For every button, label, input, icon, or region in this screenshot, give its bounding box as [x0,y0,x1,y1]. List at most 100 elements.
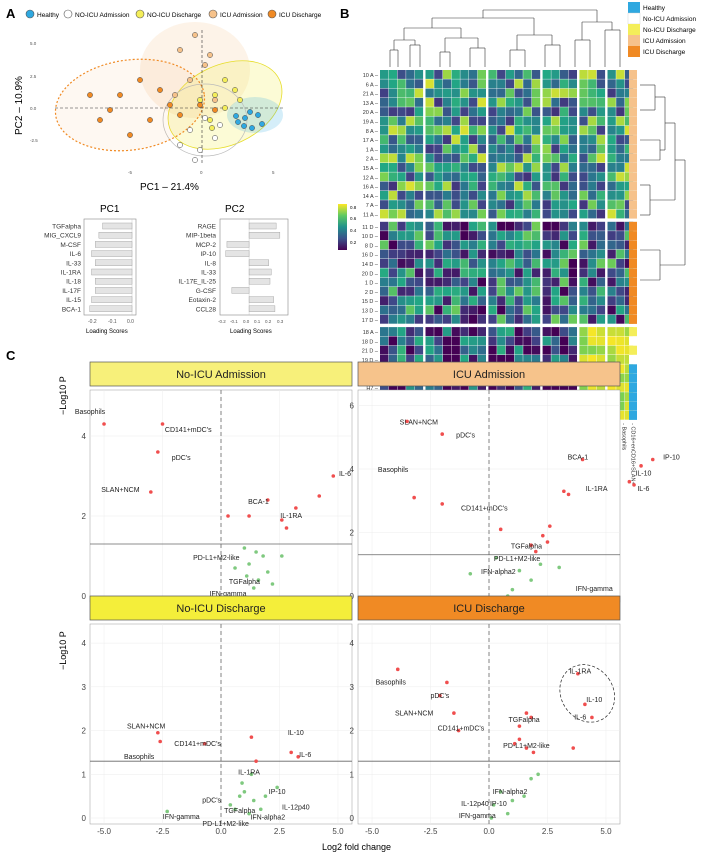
heatmap-cell [434,336,443,346]
heatmap-cell [531,209,541,219]
heatmap-cell [451,327,460,336]
heatmap-cell [425,231,434,240]
heatmap-cell [588,125,597,135]
heatmap-column-dendrogram [389,9,621,67]
heatmap-cell [425,172,434,182]
heatmap-cell [551,107,560,117]
heatmap-cell [434,277,443,287]
heatmap-cell [514,79,523,89]
volcano-ytick: 0 [82,592,87,601]
heatmap-cell [397,314,406,324]
heatmap-cell [406,268,415,278]
heatmap-cell [551,268,560,278]
heatmap-cell [442,79,452,89]
heatmap-cell [469,79,478,89]
heatmap-cell [380,70,389,79]
volcano-point-significant [524,746,529,750]
heatmap-cell [477,88,486,98]
heatmap-cell [596,79,606,89]
volcano-point-ns [261,554,265,558]
heatmap-cell [388,249,397,259]
heatmap-cell [434,327,443,336]
volcano-ytick: 2 [350,529,355,538]
heatmap-cell [514,259,523,268]
heatmap-cell [434,209,443,219]
pc1-label: TGFalpha [52,224,81,231]
heatmap-cell [497,221,506,231]
volcano-point-significant [149,490,153,494]
heatmap-cell [488,79,497,89]
volcano-point-significant [317,494,322,498]
heatmap-row-group [629,305,637,315]
heatmap-cell [542,135,551,144]
heatmap-cell [380,172,389,182]
volcano-title: No-ICU Discharge [176,603,265,615]
heatmap-cell [523,125,532,135]
heatmap-cell [514,286,523,296]
pca-point-icu-dis [87,92,93,98]
heatmap-cell [434,79,443,89]
heatmap-cell [477,314,486,324]
heatmap-row-label: 7 A – [366,203,379,209]
heatmap-cell [596,314,606,324]
heatmap-cell [514,231,523,240]
heatmap-cell [477,240,486,250]
heatmap-cell [414,70,424,79]
heatmap-cell [380,345,389,355]
heatmap-cell [514,355,523,364]
heatmap-cell [568,345,577,355]
heatmap-cell [551,221,560,231]
pc2-bar [225,250,250,257]
heatmap-cell [469,268,478,278]
heatmap-cell [542,305,551,315]
heatmap-cell [414,277,424,287]
volcano-point-significant [289,750,293,755]
volcano-panel-icu-discharge: ICU Discharge 0 1 2 3 4 -5.0 -2.5 0.0 2.5 5.0 Basop… [350,595,621,836]
heatmap-cell [607,135,616,144]
volcano-point-label: PD-L1+M2-like [503,743,550,750]
pc1-xtick-1: -0.1 [108,319,117,325]
heatmap-cell [406,305,415,315]
pc2-xtick-2: 0.0 [243,319,250,324]
heatmap-cell [488,221,497,231]
heatmap-cell [514,107,523,117]
heatmap-cell [380,221,389,231]
heatmap-cell [616,200,625,210]
heatmap-cell [497,153,506,163]
heatmap-cell [607,327,616,336]
heatmap-cell [551,190,560,200]
volcano-point-label: CD141+mDC's [438,726,485,733]
heatmap-cell [488,305,497,315]
heatmap-cell [497,240,506,250]
heatmap-cell [388,382,397,392]
pca-point-noicu-dis [197,97,203,103]
heatmap-cell [451,190,460,200]
heatmap-cell [596,200,606,210]
heatmap-cell [568,327,577,336]
heatmap-cell [477,116,486,126]
volcano-point-significant [395,667,400,672]
pca-point-healthy [259,121,265,127]
pc1-xtick-2: 0.0 [127,319,134,325]
heatmap-row-label: 11 A – [363,213,379,219]
pca-ytick-0: 5.0 [30,41,37,46]
heatmap-cell [531,181,541,191]
heatmap-cell [531,345,541,355]
heatmap-cell [616,135,625,144]
heatmap-cell [488,88,497,98]
heatmap-cell [596,107,606,117]
heatmap-cell [531,296,541,306]
heatmap-cell [477,209,486,219]
heatmap-row-group [629,336,637,346]
heatmap-cell [497,382,506,392]
heatmap-cell [588,209,597,219]
volcano-ytick: 2 [82,512,87,521]
heatmap-cell [451,200,460,210]
heatmap-cell [588,181,597,191]
heatmap-cell [451,355,460,364]
volcano-point-label: IL-6 [339,471,351,478]
pc2-xtick-3: 0.1 [254,319,261,324]
heatmap-cell [616,125,625,135]
volcano-panel-no-icu-discharge: No-ICU Discharge 0 1 2 3 4 -5.0 -2.5 0.0 2.5 5.0 SL… [82,595,353,836]
heatmap-cell [414,144,424,154]
